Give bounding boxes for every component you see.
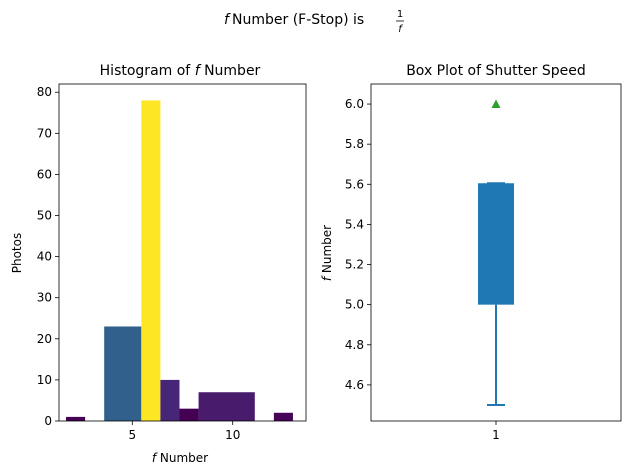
boxplot-y-tick-label: 5.8	[345, 137, 364, 151]
histogram-title: Histogram of f Number	[100, 63, 261, 79]
boxplot-elements	[478, 99, 514, 406]
histogram-y-tick-label: 20	[37, 332, 52, 346]
boxplot-box	[478, 184, 514, 305]
boxplot-chart: Box Plot of Shutter Speed 1 4.6 4.8 5.0 5.2…	[320, 63, 622, 442]
boxplot-x-tick-label: 1	[492, 428, 500, 442]
histogram-bar	[273, 412, 293, 421]
boxplot-mean-marker	[491, 99, 501, 109]
histogram-y-tick-label: 0	[44, 414, 52, 428]
histogram-y-tick-label: 60	[37, 167, 52, 181]
histogram-bar	[141, 100, 161, 421]
histogram-bar	[66, 416, 86, 421]
suptitle-italic-f: f	[224, 12, 231, 28]
boxplot-y-tick-label: 6.0	[345, 97, 364, 111]
boxplot-axes-frame	[370, 83, 622, 422]
boxplot-y-tick-label: 5.0	[345, 298, 364, 312]
histogram-y-tick-label: 40	[37, 250, 52, 264]
histogram-y-tick-label: 70	[37, 126, 52, 140]
histogram-y-ticks: 0 10 20 30 40 50 60 70 80	[37, 85, 59, 428]
histogram-chart: Histogram of f Number 5 10 0 10 20 30 40 50 60 7…	[10, 63, 307, 465]
histogram-bar	[104, 326, 142, 421]
histogram-y-tick-label: 80	[37, 85, 52, 99]
boxplot-y-label: f Number	[320, 225, 334, 281]
boxplot-y-ticks: 4.6 4.8 5.0 5.2 5.4 5.6 5.8 6.0	[345, 97, 371, 392]
histogram-y-tick-label: 10	[37, 373, 52, 387]
suptitle-frac-den: f	[398, 24, 403, 35]
boxplot-y-tick-label: 5.2	[345, 258, 364, 272]
histogram-bars	[66, 100, 293, 421]
histogram-x-ticks: 5 10	[128, 421, 240, 442]
boxplot-y-tick-label: 5.4	[345, 217, 364, 231]
suptitle-frac-num: 1	[397, 9, 403, 20]
histogram-y-label: Photos	[10, 233, 24, 273]
figure-suptitle: f Number (F-Stop) is 1 f	[224, 9, 404, 35]
boxplot-y-tick-label: 5.6	[345, 177, 364, 191]
boxplot-title: Box Plot of Shutter Speed	[406, 63, 586, 79]
histogram-bar	[160, 379, 180, 421]
histogram-bar	[198, 392, 255, 421]
suptitle-text: Number (F-Stop) is	[232, 12, 364, 28]
boxplot-y-tick-label: 4.8	[345, 338, 364, 352]
histogram-x-tick-label: 5	[128, 428, 136, 442]
histogram-y-tick-label: 50	[37, 209, 52, 223]
histogram-y-tick-label: 30	[37, 291, 52, 305]
histogram-axes-frame	[58, 83, 307, 422]
histogram-bar	[179, 408, 199, 421]
histogram-x-tick-label: 10	[225, 428, 240, 442]
boxplot-y-tick-label: 4.6	[345, 378, 364, 392]
histogram-x-label: f Number	[152, 451, 208, 465]
boxplot-x-ticks: 1	[492, 421, 500, 442]
